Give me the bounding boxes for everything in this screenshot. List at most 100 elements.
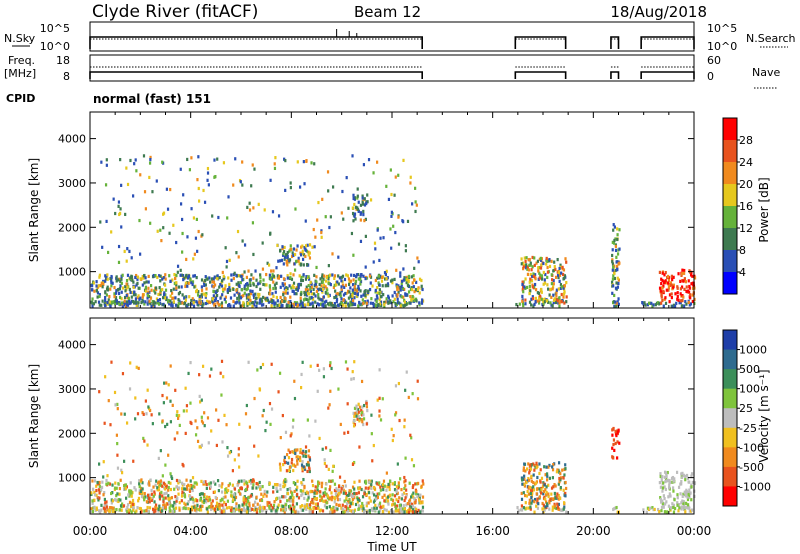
echo-cell: [401, 286, 404, 291]
echo-cell: [356, 287, 359, 291]
echo-cell: [520, 257, 523, 261]
echo-cell: [314, 419, 317, 423]
echo-cell: [283, 282, 287, 286]
echo-cell: [124, 483, 128, 487]
echo-cell: [142, 276, 145, 280]
echo-cell: [306, 243, 309, 247]
echo-cell: [336, 507, 339, 511]
echo-cell: [562, 286, 565, 290]
echo-cell: [556, 299, 559, 303]
echo-cell: [617, 428, 620, 432]
echo-cell: [121, 504, 124, 508]
echo-cell: [287, 300, 290, 305]
echo-cell: [391, 482, 394, 486]
echo-cell: [396, 504, 399, 508]
echo-cell: [365, 422, 368, 426]
echo-cell: [685, 473, 689, 478]
echo-cell: [305, 297, 308, 301]
colorbar-swatch: [723, 447, 737, 468]
echo-cell: [321, 303, 324, 307]
echo-cell: [263, 505, 266, 510]
echo-cell: [353, 487, 356, 491]
station-title: Clyde River (fitACF): [92, 2, 258, 22]
echo-cell: [336, 495, 339, 499]
echo-cell: [200, 278, 204, 282]
echo-cell: [360, 272, 363, 277]
echo-cell: [195, 481, 198, 485]
echo-cell: [345, 291, 348, 295]
echo-cell: [415, 492, 418, 496]
echo-cell: [666, 281, 670, 285]
echo-cell: [544, 488, 547, 492]
echo-cell: [138, 491, 142, 495]
echo-cell: [266, 298, 270, 302]
echo-cell: [667, 288, 670, 292]
echo-cell: [152, 300, 156, 304]
echo-cell: [146, 443, 149, 447]
echo-cell: [175, 478, 179, 483]
echo-cell: [170, 288, 173, 293]
echo-cell: [134, 510, 137, 514]
echo-cell: [378, 302, 382, 306]
echo-cell: [238, 492, 242, 496]
echo-cell: [615, 260, 618, 264]
echo-cell: [329, 485, 332, 489]
echo-cell: [167, 453, 170, 457]
echo-cell: [283, 483, 287, 487]
echo-cell: [150, 488, 153, 493]
echo-cell: [672, 479, 676, 483]
echo-cell: [405, 510, 409, 514]
echo-cell: [411, 281, 414, 285]
nsky-tick-bottom: 10^0: [40, 40, 70, 53]
echo-cell: [324, 215, 327, 219]
echo-cell: [391, 498, 395, 502]
echo-cell: [146, 505, 149, 510]
velocity-y-label: Slant Range [km]: [27, 364, 41, 468]
echo-cell: [259, 485, 262, 489]
echo-cell: [218, 484, 221, 488]
echo-cell: [367, 501, 370, 505]
echo-cell: [550, 492, 553, 496]
echo-cell: [344, 484, 347, 488]
echo-cell: [211, 299, 214, 304]
echo-cell: [128, 500, 132, 504]
echo-cell: [225, 490, 229, 494]
echo-cell: [259, 299, 262, 303]
echo-cell: [158, 482, 162, 486]
echo-cell: [244, 412, 248, 416]
echo-cell: [277, 259, 280, 263]
echo-cell: [191, 488, 194, 493]
echo-cell: [286, 291, 289, 295]
echo-cell: [612, 300, 616, 304]
echo-cell: [668, 481, 671, 485]
echo-cell: [308, 251, 311, 255]
echo-cell: [156, 301, 160, 305]
echo-cell: [241, 303, 244, 307]
echo-cell: [286, 276, 289, 280]
echo-cell: [282, 277, 286, 281]
echo-cell: [181, 481, 184, 485]
echo-cell: [111, 509, 114, 514]
echo-cell: [286, 499, 289, 503]
echo-cell: [529, 272, 532, 277]
echo-cell: [334, 492, 338, 496]
echo-cell: [546, 270, 550, 274]
echo-cell: [222, 161, 226, 165]
echo-cell: [319, 277, 322, 281]
echo-cell: [288, 249, 291, 253]
echo-cell: [533, 263, 536, 267]
echo-cell: [145, 508, 148, 513]
echo-cell: [108, 294, 111, 299]
echo-cell: [234, 507, 238, 511]
echo-cell: [190, 506, 194, 510]
echo-cell: [119, 207, 122, 211]
echo-cell: [272, 503, 276, 507]
echo-cell: [208, 498, 212, 502]
echo-cell: [375, 506, 378, 510]
echo-cell: [397, 484, 400, 488]
echo-cell: [677, 272, 680, 276]
echo-cell: [222, 506, 225, 510]
echo-cell: [301, 451, 304, 455]
echo-cell: [676, 503, 679, 507]
echo-cell: [691, 293, 694, 297]
